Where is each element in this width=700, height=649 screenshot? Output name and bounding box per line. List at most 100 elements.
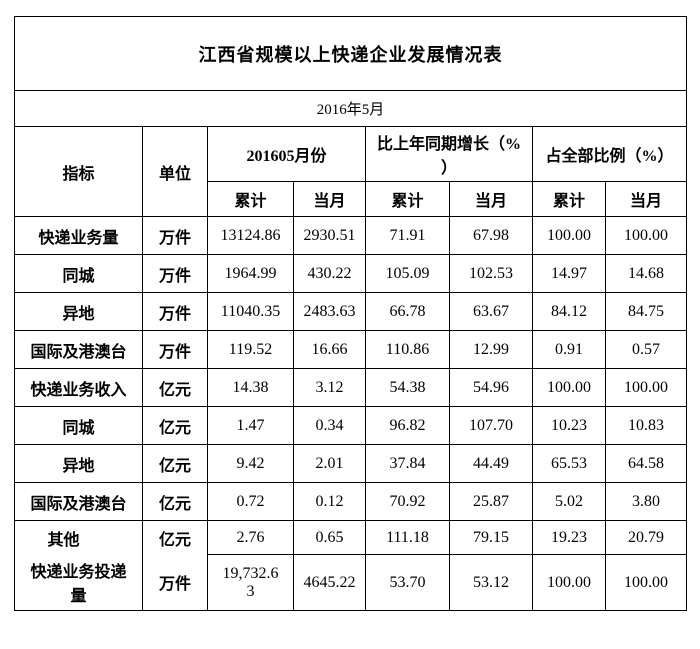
value-cell: 100.00 xyxy=(605,554,687,611)
month-group-header: 201605月份 xyxy=(207,126,366,182)
value-text: 66.78 xyxy=(389,302,426,320)
value-text: 10.83 xyxy=(628,416,664,434)
statistics-table: 江西省规模以上快递企业发展情况表 2016年5月 指标 单位 201605月份 … xyxy=(14,16,687,611)
value-cell: 70.92 xyxy=(365,482,450,521)
value-cell: 102.53 xyxy=(449,254,533,293)
indicator-label: 其他 xyxy=(47,531,80,549)
unit-label: 万件 xyxy=(158,576,191,594)
page: { "table": { "title": "江西省规模以上快递企业发展情况表"… xyxy=(0,16,700,649)
unit-label: 万件 xyxy=(158,343,191,361)
value-cell: 0.12 xyxy=(293,482,366,521)
value-text: 2930.51 xyxy=(303,226,356,244)
unit-label: 万件 xyxy=(158,305,191,323)
value-text: 3.80 xyxy=(632,492,660,510)
indicator-cell: 同城 xyxy=(14,406,143,445)
value-cell: 53.12 xyxy=(449,554,533,611)
value-text: 111.18 xyxy=(386,528,429,546)
sub-header-cumulative: 累计 xyxy=(365,181,450,217)
table-row: 国际及港澳台 万件 119.52 16.66 110.86 12.99 0.91 0.57 xyxy=(14,330,687,369)
value-text: 44.49 xyxy=(473,454,509,472)
value-text: 100.00 xyxy=(624,378,668,396)
value-text: 19,732.63 xyxy=(222,564,279,600)
share-group-header: 占全部比例（%） xyxy=(532,126,687,182)
value-text: 4645.22 xyxy=(303,573,356,591)
growth-group-header: 比上年同期增长（%） xyxy=(365,126,533,182)
unit-label: 万件 xyxy=(158,229,191,247)
value-cell: 53.70 xyxy=(365,554,450,611)
value-text: 2.01 xyxy=(315,454,344,472)
growth-group-label: 比上年同期增长（%） xyxy=(376,136,521,177)
value-text: 84.75 xyxy=(628,302,664,320)
value-cell: 20.79 xyxy=(605,520,687,555)
value-cell: 79.15 xyxy=(449,520,533,555)
value-text: 100.00 xyxy=(624,226,668,244)
value-cell: 100.00 xyxy=(605,368,687,407)
value-cell: 0.91 xyxy=(532,330,606,369)
indicator-label: 国际及港澳台 xyxy=(30,495,127,513)
value-cell: 1.47 xyxy=(207,406,294,445)
indicator-label: 快递业务收入 xyxy=(30,381,127,399)
indicator-cell: 快递业务量 xyxy=(14,216,143,255)
indicator-cell: 异地 xyxy=(14,292,143,331)
value-cell: 100.00 xyxy=(532,216,606,255)
indicator-cell: 国际及港澳台 xyxy=(14,482,143,521)
value-text: 12.99 xyxy=(473,340,509,358)
value-cell: 44.49 xyxy=(449,444,533,483)
value-text: 65.53 xyxy=(551,454,587,472)
value-text: 10.23 xyxy=(551,416,587,434)
unit-label: 亿元 xyxy=(158,495,191,513)
value-cell: 2.76 xyxy=(207,520,294,555)
value-cell: 2.01 xyxy=(293,444,366,483)
unit-cell: 万件 xyxy=(142,292,208,331)
value-text: 14.38 xyxy=(232,378,269,396)
indicator-cell: 国际及港澳台 xyxy=(14,330,143,369)
value-text: 0.72 xyxy=(236,492,265,510)
unit-header: 单位 xyxy=(142,126,208,217)
value-cell: 0.72 xyxy=(207,482,294,521)
indicator-cell: 其他 xyxy=(14,520,143,555)
indicator-header: 指标 xyxy=(14,126,143,217)
sub-header-month: 当月 xyxy=(293,181,366,217)
unit-label: 亿元 xyxy=(158,419,191,437)
table-row: 异地 亿元 9.42 2.01 37.84 44.49 65.53 64.58 xyxy=(14,444,687,483)
value-text: 71.91 xyxy=(389,226,426,244)
value-text: 5.02 xyxy=(555,492,583,510)
table-row: 快递业务投递量 万件 19,732.63 4645.22 53.70 53.12 100.0… xyxy=(14,554,687,611)
unit-cell: 亿元 xyxy=(142,520,208,555)
value-cell: 3.12 xyxy=(293,368,366,407)
value-cell: 430.22 xyxy=(293,254,366,293)
value-text: 19.23 xyxy=(551,528,587,546)
unit-cell: 万件 xyxy=(142,254,208,293)
value-text: 119.52 xyxy=(228,340,273,358)
unit-cell: 万件 xyxy=(142,330,208,369)
value-text: 1.47 xyxy=(236,416,265,434)
value-cell: 71.91 xyxy=(365,216,450,255)
value-text: 14.68 xyxy=(628,264,664,282)
value-text: 84.12 xyxy=(551,302,587,320)
title-row: 江西省规模以上快递企业发展情况表 xyxy=(14,16,687,91)
indicator-label: 国际及港澳台 xyxy=(30,343,127,361)
period-row: 2016年5月 xyxy=(14,90,687,127)
indicator-cell: 同城 xyxy=(14,254,143,293)
value-cell: 1964.99 xyxy=(207,254,294,293)
table-row: 同城 万件 1964.99 430.22 105.09 102.53 14.97 14.68 xyxy=(14,254,687,293)
sub-header-month: 当月 xyxy=(449,181,533,217)
value-cell: 84.75 xyxy=(605,292,687,331)
value-cell: 10.23 xyxy=(532,406,606,445)
value-text: 16.66 xyxy=(311,340,348,358)
value-text: 54.96 xyxy=(473,378,509,396)
table-row: 同城 亿元 1.47 0.34 96.82 107.70 10.23 10.83 xyxy=(14,406,687,445)
value-text: 53.70 xyxy=(389,573,426,591)
value-cell: 54.38 xyxy=(365,368,450,407)
value-cell: 110.86 xyxy=(365,330,450,369)
value-cell: 96.82 xyxy=(365,406,450,445)
value-text: 64.58 xyxy=(628,454,664,472)
unit-label: 亿元 xyxy=(158,457,191,475)
table-title: 江西省规模以上快递企业发展情况表 xyxy=(14,16,687,91)
value-cell: 0.65 xyxy=(293,520,366,555)
unit-cell: 万件 xyxy=(142,216,208,255)
table-row: 国际及港澳台 亿元 0.72 0.12 70.92 25.87 5.02 3.80 xyxy=(14,482,687,521)
value-text: 100.00 xyxy=(547,226,591,244)
table-row: 异地 万件 11040.35 2483.63 66.78 63.67 84.12 84.75 xyxy=(14,292,687,331)
table-row: 快递业务收入 亿元 14.38 3.12 54.38 54.96 100.00 100.00 xyxy=(14,368,687,407)
